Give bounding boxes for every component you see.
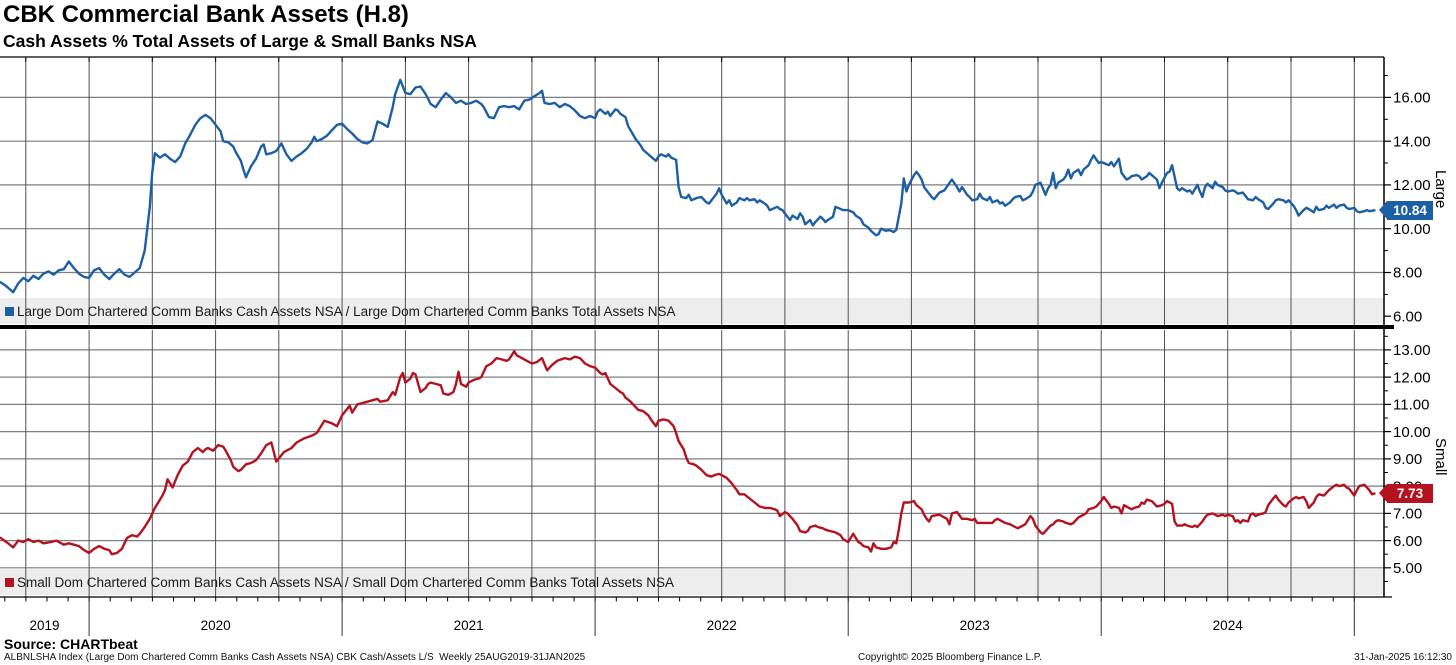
legend-strip <box>0 569 1384 595</box>
axis-label-large: Large <box>1432 170 1449 209</box>
y-tick-label: 12.00 <box>1393 177 1431 194</box>
y-tick-label: 10.00 <box>1393 424 1431 441</box>
page-subtitle: Cash Assets % Total Assets of Large & Sm… <box>3 31 477 51</box>
x-year-label: 2024 <box>1213 618 1244 633</box>
y-tick-label: 12.00 <box>1393 369 1431 386</box>
footer-timestamp: 31-Jan-2025 16:12:30 <box>1354 652 1452 663</box>
footer-copyright: Copyright© 2025 Bloomberg Finance L.P. <box>858 652 1042 663</box>
series-line-large <box>0 78 1376 294</box>
legend-label-large: Large Dom Chartered Comm Banks Cash Asse… <box>17 303 676 319</box>
footer-ticker-info: ALBNLSHA Index (Large Dom Chartered Comm… <box>4 652 586 663</box>
x-year-label: 2022 <box>707 618 737 633</box>
x-year-label: 2019 <box>29 618 59 633</box>
y-tick-label: 14.00 <box>1393 133 1431 150</box>
axis-label-small: Small <box>1432 438 1449 476</box>
flag-arrow-icon <box>1379 484 1387 502</box>
legend-swatch-small-icon <box>5 577 14 587</box>
y-tick-label: 6.00 <box>1393 533 1422 550</box>
y-tick-label: 13.00 <box>1393 342 1431 359</box>
y-tick-label: 9.00 <box>1393 451 1422 468</box>
legend-strip <box>0 298 1384 324</box>
large-value-flag: 10.84 <box>1379 201 1433 220</box>
small-value-flag: 7.73 <box>1379 484 1433 503</box>
x-year-label: 2020 <box>201 618 231 633</box>
legend-item-small: Small Dom Chartered Comm Banks Cash Asse… <box>5 569 674 595</box>
y-tick-label: 5.00 <box>1393 560 1422 577</box>
y-tick-label: 7.00 <box>1393 506 1422 523</box>
y-tick-label: 11.00 <box>1393 397 1429 414</box>
page-title: CBK Commercial Bank Assets (H.8) <box>3 1 409 28</box>
y-tick-label: 6.00 <box>1393 308 1422 325</box>
series-line-small <box>0 350 1376 556</box>
legend-swatch-large-icon <box>5 306 14 316</box>
y-tick-label: 10.00 <box>1393 221 1431 238</box>
legend-item-large: Large Dom Chartered Comm Banks Cash Asse… <box>5 298 676 324</box>
y-tick-label: 16.00 <box>1393 90 1431 107</box>
flag-arrow-icon <box>1379 201 1387 219</box>
x-year-label: 2021 <box>454 618 484 633</box>
y-tick-label: 8.00 <box>1393 265 1422 282</box>
panel-divider <box>0 325 1394 329</box>
source-line: Source: CHARTbeat <box>4 636 138 652</box>
x-year-label: 2023 <box>960 618 990 633</box>
legend-label-small: Small Dom Chartered Comm Banks Cash Asse… <box>17 574 674 590</box>
